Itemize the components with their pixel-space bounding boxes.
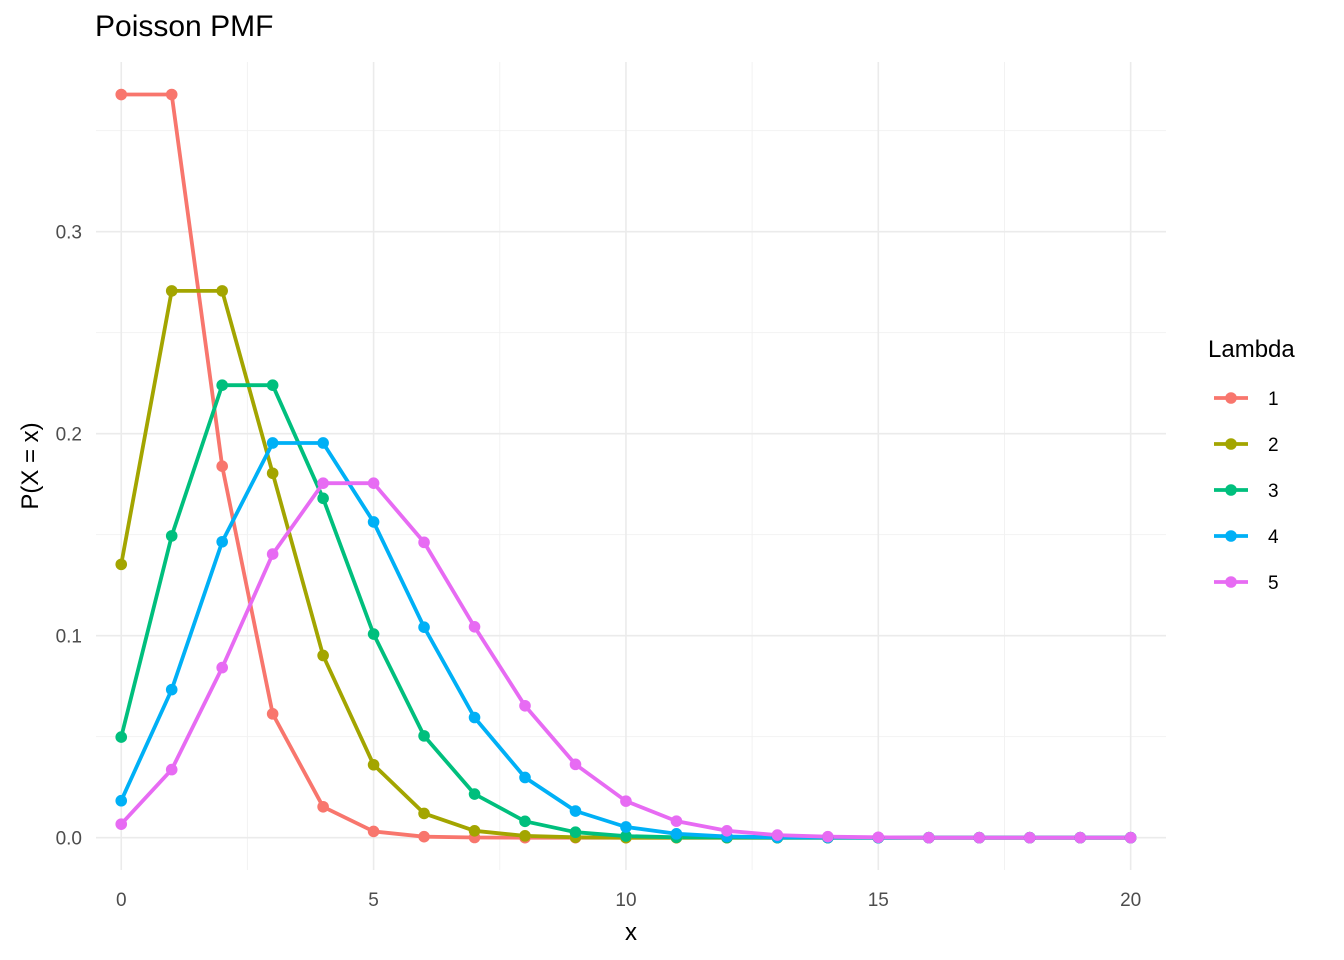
legend-item-5: 5 — [1214, 573, 1279, 594]
data-point-1 — [418, 830, 430, 843]
data-point-5 — [620, 795, 632, 807]
data-point-4 — [165, 683, 178, 696]
x-axis-title: x — [625, 919, 637, 946]
data-point-2 — [266, 467, 279, 480]
data-point-3 — [317, 492, 329, 505]
data-point-5 — [1124, 831, 1137, 844]
series-points — [115, 88, 1137, 844]
legend-item-2: 2 — [1214, 435, 1279, 456]
data-point-3 — [418, 730, 430, 742]
data-point-4 — [317, 437, 329, 449]
data-point-2 — [115, 558, 128, 571]
x-tick-label: 15 — [868, 890, 889, 911]
data-point-5 — [922, 831, 935, 844]
y-tick-label: 0.0 — [56, 829, 82, 850]
data-point-4 — [266, 437, 279, 449]
data-point-1 — [165, 88, 178, 101]
data-point-3 — [266, 379, 279, 392]
data-point-5 — [115, 818, 128, 830]
data-point-3 — [569, 826, 582, 839]
x-tick-label: 5 — [368, 890, 379, 911]
data-point-1 — [367, 825, 380, 838]
data-point-2 — [216, 285, 228, 297]
data-point-3 — [519, 815, 531, 828]
data-point-1 — [266, 708, 279, 720]
data-point-5 — [670, 815, 683, 827]
data-point-5 — [822, 830, 834, 843]
data-point-5 — [317, 477, 329, 489]
legend-key-point — [1225, 530, 1237, 542]
data-point-4 — [670, 828, 683, 840]
legend-key-point — [1225, 392, 1237, 404]
data-point-5 — [1074, 831, 1086, 844]
data-point-3 — [620, 830, 632, 842]
data-point-5 — [418, 536, 430, 549]
grid-lines — [96, 62, 1166, 870]
data-point-3 — [115, 731, 128, 743]
legend-label: 3 — [1268, 481, 1279, 502]
x-tick-label: 20 — [1120, 890, 1141, 911]
legend-key-point — [1225, 484, 1237, 496]
y-tick-label: 0.3 — [56, 223, 82, 244]
data-point-4 — [569, 805, 582, 817]
data-point-5 — [519, 699, 531, 712]
chart-title: Poisson PMF — [95, 10, 274, 43]
legend-item-4: 4 — [1214, 527, 1279, 548]
legend: Lambda 1 2 3 4 5 — [1208, 336, 1295, 594]
data-point-5 — [165, 763, 178, 776]
data-point-5 — [771, 829, 784, 841]
legend-item-3: 3 — [1214, 481, 1279, 502]
data-point-1 — [115, 88, 128, 101]
data-point-5 — [468, 620, 481, 633]
data-point-3 — [367, 628, 380, 640]
legend-key-point — [1225, 438, 1237, 450]
x-tick-label: 0 — [116, 890, 127, 911]
legend-label: 4 — [1268, 527, 1279, 548]
legend-label: 2 — [1268, 435, 1279, 456]
y-tick-label: 0.1 — [56, 627, 82, 648]
x-axis-ticks: 0 5 10 15 20 — [116, 890, 1141, 911]
data-point-2 — [367, 758, 380, 771]
data-point-3 — [165, 530, 178, 542]
data-point-4 — [418, 621, 430, 633]
legend-title: Lambda — [1208, 336, 1295, 363]
legend-label: 5 — [1268, 573, 1279, 594]
data-point-4 — [519, 771, 531, 784]
data-point-5 — [367, 477, 380, 489]
data-point-5 — [569, 758, 582, 771]
legend-label: 1 — [1268, 389, 1279, 410]
data-point-3 — [468, 788, 481, 800]
data-point-5 — [872, 831, 885, 844]
data-point-5 — [216, 661, 228, 674]
legend-key-point — [1225, 576, 1237, 588]
legend-item-1: 1 — [1214, 389, 1279, 410]
data-point-4 — [115, 794, 128, 807]
y-axis-ticks: 0.0 0.1 0.2 0.3 — [56, 223, 82, 850]
data-point-2 — [418, 807, 430, 820]
data-point-1 — [216, 460, 228, 473]
y-axis-title: P(X = x) — [17, 422, 44, 509]
data-point-2 — [317, 649, 329, 662]
data-point-3 — [216, 379, 228, 392]
data-point-2 — [519, 830, 531, 842]
data-point-4 — [620, 821, 632, 833]
data-point-4 — [216, 535, 228, 548]
data-point-5 — [1023, 831, 1036, 844]
data-point-5 — [266, 548, 279, 560]
data-point-4 — [367, 516, 380, 528]
x-tick-label: 10 — [615, 890, 636, 911]
data-point-5 — [973, 831, 986, 844]
data-point-5 — [721, 825, 733, 837]
data-point-2 — [165, 285, 178, 297]
data-point-1 — [317, 800, 329, 813]
y-tick-label: 0.2 — [56, 425, 82, 446]
data-point-4 — [468, 711, 481, 724]
data-point-2 — [468, 825, 481, 837]
